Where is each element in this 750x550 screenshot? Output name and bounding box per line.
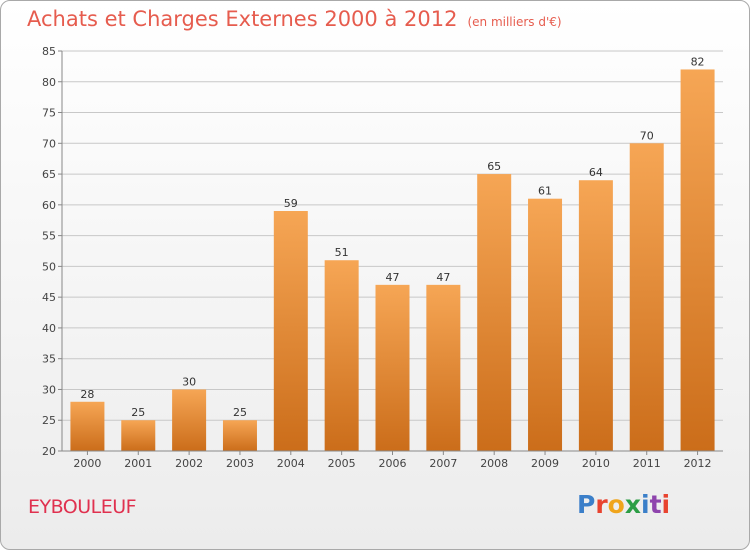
y-tick-label: 75 xyxy=(42,107,56,120)
axes: 20 25 30 35 40 45 50 55 60 65 70 75 80 85 2000 2001 2002… xyxy=(42,45,723,470)
bar-value-label: 82 xyxy=(691,55,705,68)
bar-value-label: 51 xyxy=(335,246,349,259)
bar-value-label: 30 xyxy=(182,375,196,388)
chart-subtitle: (en milliers d'€) xyxy=(467,15,562,29)
x-tick-label: 2000 xyxy=(73,457,101,470)
bar xyxy=(629,143,664,452)
x-tick-label: 2010 xyxy=(582,457,610,470)
y-tick-label: 35 xyxy=(42,353,56,366)
logo-letter: i xyxy=(641,490,650,519)
logo-letter: t xyxy=(649,490,662,519)
y-tick-label: 40 xyxy=(42,322,56,335)
bar xyxy=(528,198,563,451)
y-tick-label: 65 xyxy=(42,168,56,181)
bar xyxy=(578,180,613,451)
y-tick-label: 80 xyxy=(42,76,56,89)
y-tick-label: 45 xyxy=(42,291,56,304)
bar-value-label: 59 xyxy=(284,197,298,210)
bar xyxy=(172,389,207,451)
y-tick-label: 25 xyxy=(42,414,56,427)
bar-value-label: 25 xyxy=(233,406,247,419)
x-tick-label: 2002 xyxy=(175,457,203,470)
bar xyxy=(477,174,512,452)
x-tick-label: 2006 xyxy=(379,457,407,470)
commune-name: EYBOULEUF xyxy=(28,496,137,518)
x-tick-label: 2008 xyxy=(480,457,508,470)
y-tick-label: 55 xyxy=(42,230,56,243)
chart-title: Achats et Charges Externes 2000 à 2012 (e… xyxy=(27,7,562,31)
x-tick-label: 2007 xyxy=(429,457,457,470)
bar xyxy=(273,211,308,451)
bar-value-label: 61 xyxy=(538,185,552,198)
logo-letter: P xyxy=(577,490,596,519)
bar xyxy=(375,284,410,451)
bar xyxy=(222,420,257,451)
bar-value-label: 65 xyxy=(487,160,501,173)
x-tick-label: 2011 xyxy=(633,457,661,470)
y-tick-label: 85 xyxy=(42,45,56,58)
y-tick-label: 20 xyxy=(42,445,56,458)
bar-value-label: 47 xyxy=(386,271,400,284)
bar-value-label: 47 xyxy=(436,271,450,284)
y-tick-label: 30 xyxy=(42,383,56,396)
logo-letter: x xyxy=(624,490,641,519)
bar xyxy=(324,260,359,451)
chart-title-text: Achats et Charges Externes 2000 à 2012 xyxy=(27,7,458,31)
x-tick-label: 2004 xyxy=(277,457,305,470)
proxiti-logo[interactable]: Proxiti xyxy=(577,490,670,519)
y-tick-label: 60 xyxy=(42,199,56,212)
logo-letter: i xyxy=(661,490,671,519)
bar-value-label: 25 xyxy=(131,406,145,419)
bars: 28 25 30 25 59 51 47 47 65 61 64 70 82 xyxy=(70,55,715,452)
bar xyxy=(70,401,105,451)
logo-letter: o xyxy=(607,490,625,519)
bar xyxy=(426,284,461,451)
logo-letter: r xyxy=(595,490,608,519)
bar-value-label: 28 xyxy=(80,388,94,401)
x-tick-label: 2001 xyxy=(124,457,152,470)
x-tick-label: 2012 xyxy=(684,457,712,470)
x-tick-label: 2009 xyxy=(531,457,559,470)
x-tick-label: 2003 xyxy=(226,457,254,470)
y-tick-label: 70 xyxy=(42,137,56,150)
bar-value-label: 64 xyxy=(589,166,603,179)
y-tick-label: 50 xyxy=(42,260,56,273)
bar-value-label: 70 xyxy=(640,129,654,142)
bar xyxy=(121,420,156,451)
bar xyxy=(680,69,715,451)
x-tick-label: 2005 xyxy=(328,457,356,470)
